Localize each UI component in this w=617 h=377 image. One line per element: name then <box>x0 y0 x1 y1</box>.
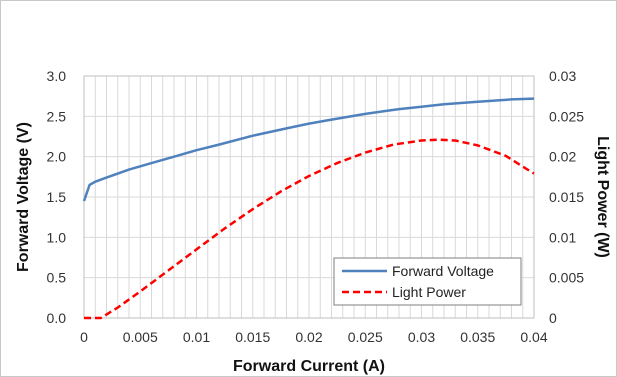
y-tick-label: 2.0 <box>47 149 67 165</box>
y2-tick-label: 0.005 <box>549 270 584 286</box>
y2-tick-label: 0.01 <box>549 229 576 245</box>
y2-axis-title: Light Power (W) <box>594 136 611 258</box>
x-tick-label: 0.035 <box>460 329 495 345</box>
plot-area <box>83 75 535 319</box>
legend-label-forward-voltage: Forward Voltage <box>392 263 494 279</box>
x-tick-label: 0.025 <box>348 329 383 345</box>
x-axis-ticks: 0 0.005 0.01 0.015 0.02 0.025 0.03 0.035 0.04 <box>80 329 548 345</box>
y-tick-label: 3.0 <box>47 68 67 84</box>
y-tick-label: 2.5 <box>47 108 67 124</box>
legend-box <box>333 257 522 306</box>
x-tick-label: 0.015 <box>235 329 270 345</box>
y-tick-label: 0.5 <box>47 270 67 286</box>
series-forward-voltage-line <box>82 97 535 202</box>
series-group <box>82 97 535 320</box>
y-tick-label: 1.0 <box>47 229 67 245</box>
y-tick-label: 1.5 <box>47 189 67 205</box>
x-tick-label: 0.01 <box>183 329 210 345</box>
x-tick-label: 0.005 <box>123 329 158 345</box>
y2-tick-label: 0.025 <box>549 108 584 124</box>
series-light-power-line <box>84 138 535 320</box>
legend-label-light-power: Light Power <box>392 284 466 300</box>
y2-axis-ticks: 0 0.005 0.01 0.015 0.02 0.025 0.03 <box>549 68 584 326</box>
x-axis-title: Forward Current (A) <box>233 358 385 375</box>
x-tick-label: 0.03 <box>408 329 435 345</box>
y2-tick-label: 0.03 <box>549 68 576 84</box>
y-axis-ticks: 0.0 0.5 1.0 1.5 2.0 2.5 3.0 <box>47 68 67 326</box>
y-axis-title: Forward Voltage (V) <box>15 122 32 272</box>
y-tick-label: 0.0 <box>47 310 67 326</box>
legend: Forward Voltage Light Power <box>333 257 522 306</box>
y2-tick-label: 0.02 <box>549 149 576 165</box>
x-tick-label: 0 <box>80 329 88 345</box>
x-tick-label: 0.04 <box>520 329 547 345</box>
x-tick-label: 0.02 <box>295 329 322 345</box>
y2-tick-label: 0.015 <box>549 189 584 205</box>
y2-tick-label: 0 <box>549 310 557 326</box>
